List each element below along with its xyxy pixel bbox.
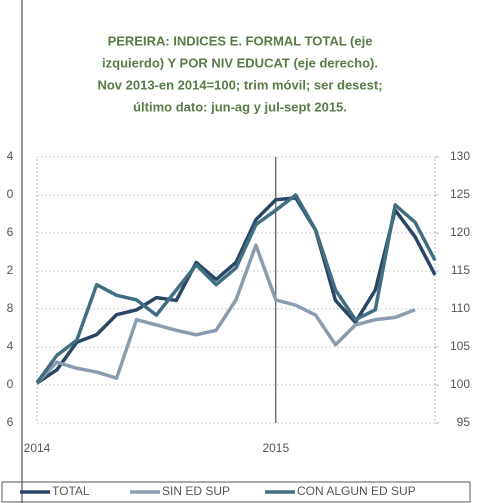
y2-tick-label: 100 [450,377,470,391]
chart-title: PEREIRA: INDICES E. FORMAL TOTAL (eje [108,33,373,48]
y-tick-label: 2 [7,263,14,277]
y2-tick-label: 125 [450,187,470,201]
y-tick-label: 6 [7,225,14,239]
series-line [35,193,437,384]
y2-tick-label: 95 [457,415,471,429]
chart-title: Nov 2013-en 2014=100; trim móvil; ser de… [97,77,382,92]
series-line [36,196,437,385]
y2-tick-label: 115 [451,263,470,277]
y-tick-label: 0 [7,377,14,391]
chart-title: último dato: jun-ag y jul-sept 2015. [133,99,347,114]
x-tick-label: 2014 [24,441,51,455]
y-tick-label: 4 [7,149,14,163]
chart-title: izquierdo) Y POR NIV EDUCAT (eje derecho… [102,55,378,70]
y2-tick-label: 110 [451,301,470,315]
y-tick-label: 4 [7,339,14,353]
y2-tick-label: 130 [450,149,470,163]
legend-box [1,481,471,503]
y-tick-label: 6 [7,415,14,429]
legend-label: SIN ED SUP [162,484,230,498]
y2-tick-label: 120 [450,225,470,239]
legend-label: TOTAL [52,484,90,498]
y2-tick-label: 105 [450,339,470,353]
y-tick-label: 8 [7,301,14,315]
legend-label: CON ALGUN ED SUP [297,484,416,498]
series-line [35,243,416,384]
y-tick-label: 0 [7,187,14,201]
x-tick-label: 2015 [262,441,289,455]
